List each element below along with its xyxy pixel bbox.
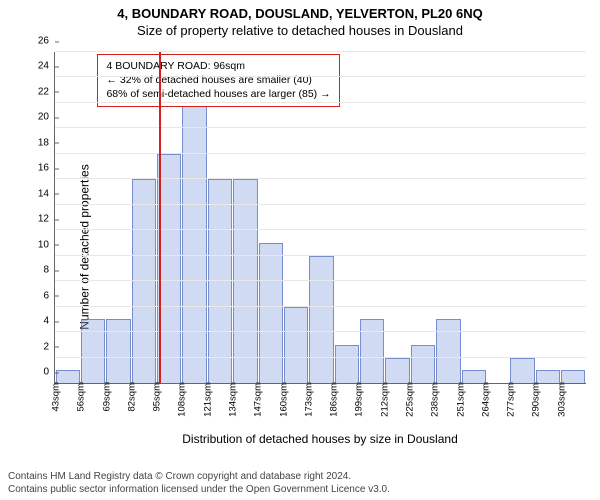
histogram-bar (335, 345, 359, 383)
callout-line-2: ← 32% of detached houses are smaller (40… (106, 73, 330, 87)
gridline (55, 306, 586, 307)
gridline (55, 102, 586, 103)
x-tick-label: 56sqm (74, 383, 87, 412)
histogram-bar (561, 370, 585, 383)
y-tick-label: 2 (43, 341, 55, 352)
y-tick-label: 0 (43, 367, 55, 378)
callout-line-1: 4 BOUNDARY ROAD: 96sqm (106, 59, 330, 73)
gridline (55, 255, 586, 256)
x-tick-label: 238sqm (428, 383, 441, 417)
marker-line (159, 52, 161, 383)
page-subtitle: Size of property relative to detached ho… (0, 21, 600, 38)
x-tick-label: 225sqm (403, 383, 416, 417)
y-tick-label: 8 (43, 265, 55, 276)
y-tick-label: 6 (43, 290, 55, 301)
y-tick-label: 18 (38, 137, 55, 148)
x-tick-label: 264sqm (478, 383, 491, 417)
y-tick-label: 24 (38, 61, 55, 72)
x-tick-label: 303sqm (554, 383, 567, 417)
histogram-bar (385, 358, 409, 383)
y-tick-label: 12 (38, 214, 55, 225)
gridline (55, 76, 586, 77)
x-tick-label: 160sqm (276, 383, 289, 417)
gridline (55, 331, 586, 332)
y-tick-label: 20 (38, 112, 55, 123)
x-tick-label: 173sqm (301, 383, 314, 417)
x-tick-label: 134sqm (226, 383, 239, 417)
histogram-bar (259, 243, 283, 383)
x-tick-label: 82sqm (124, 383, 137, 412)
histogram-bar (360, 319, 384, 383)
x-tick-label: 186sqm (327, 383, 340, 417)
x-tick-label: 69sqm (99, 383, 112, 412)
gridline (55, 127, 586, 128)
histogram-bar (81, 319, 105, 383)
histogram-bar (309, 256, 333, 383)
histogram-bar (284, 307, 308, 383)
histogram-bar (132, 179, 156, 383)
histogram-bar (233, 179, 257, 383)
y-tick-label: 22 (38, 86, 55, 97)
histogram-bar (56, 370, 80, 383)
x-tick-label: 212sqm (377, 383, 390, 417)
plot-area: 4 BOUNDARY ROAD: 96sqm ← 32% of detached… (54, 52, 586, 384)
histogram-bar (510, 358, 534, 383)
histogram-bar (157, 154, 181, 383)
histogram-bar (436, 319, 460, 383)
x-tick-label: 199sqm (352, 383, 365, 417)
histogram-bar (462, 370, 486, 383)
x-tick-label: 108sqm (175, 383, 188, 417)
histogram-bar (536, 370, 560, 383)
footer-line-2: Contains public sector information licen… (8, 484, 592, 497)
y-tick-label: 16 (38, 163, 55, 174)
histogram-bar (106, 319, 130, 383)
gridline (55, 229, 586, 230)
histogram-bar (208, 179, 232, 383)
chart-container: Number of detached properties 4 BOUNDARY… (0, 42, 600, 452)
x-tick-label: 43sqm (49, 383, 62, 412)
gridline (55, 178, 586, 179)
footer-line-1: Contains HM Land Registry data © Crown c… (8, 471, 592, 484)
x-tick-label: 95sqm (150, 383, 163, 412)
x-tick-label: 121sqm (200, 383, 213, 417)
y-tick-label: 4 (43, 316, 55, 327)
y-tick-label: 26 (38, 36, 55, 47)
y-tick-label: 10 (38, 239, 55, 250)
y-tick-label: 14 (38, 188, 55, 199)
x-tick-label: 147sqm (251, 383, 264, 417)
page-title-address: 4, BOUNDARY ROAD, DOUSLAND, YELVERTON, P… (0, 0, 600, 21)
gridline (55, 153, 586, 154)
x-tick-label: 290sqm (529, 383, 542, 417)
gridline (55, 51, 586, 52)
x-tick-label: 277sqm (504, 383, 517, 417)
x-tick-label: 251sqm (453, 383, 466, 417)
callout-line-3: 68% of semi-detached houses are larger (… (106, 87, 330, 101)
x-axis-label: Distribution of detached houses by size … (54, 432, 586, 446)
footer-attribution: Contains HM Land Registry data © Crown c… (8, 471, 592, 496)
histogram-bar (182, 103, 206, 383)
callout-box: 4 BOUNDARY ROAD: 96sqm ← 32% of detached… (97, 54, 339, 107)
histogram-bar (411, 345, 435, 383)
gridline (55, 280, 586, 281)
gridline (55, 204, 586, 205)
gridline (55, 357, 586, 358)
